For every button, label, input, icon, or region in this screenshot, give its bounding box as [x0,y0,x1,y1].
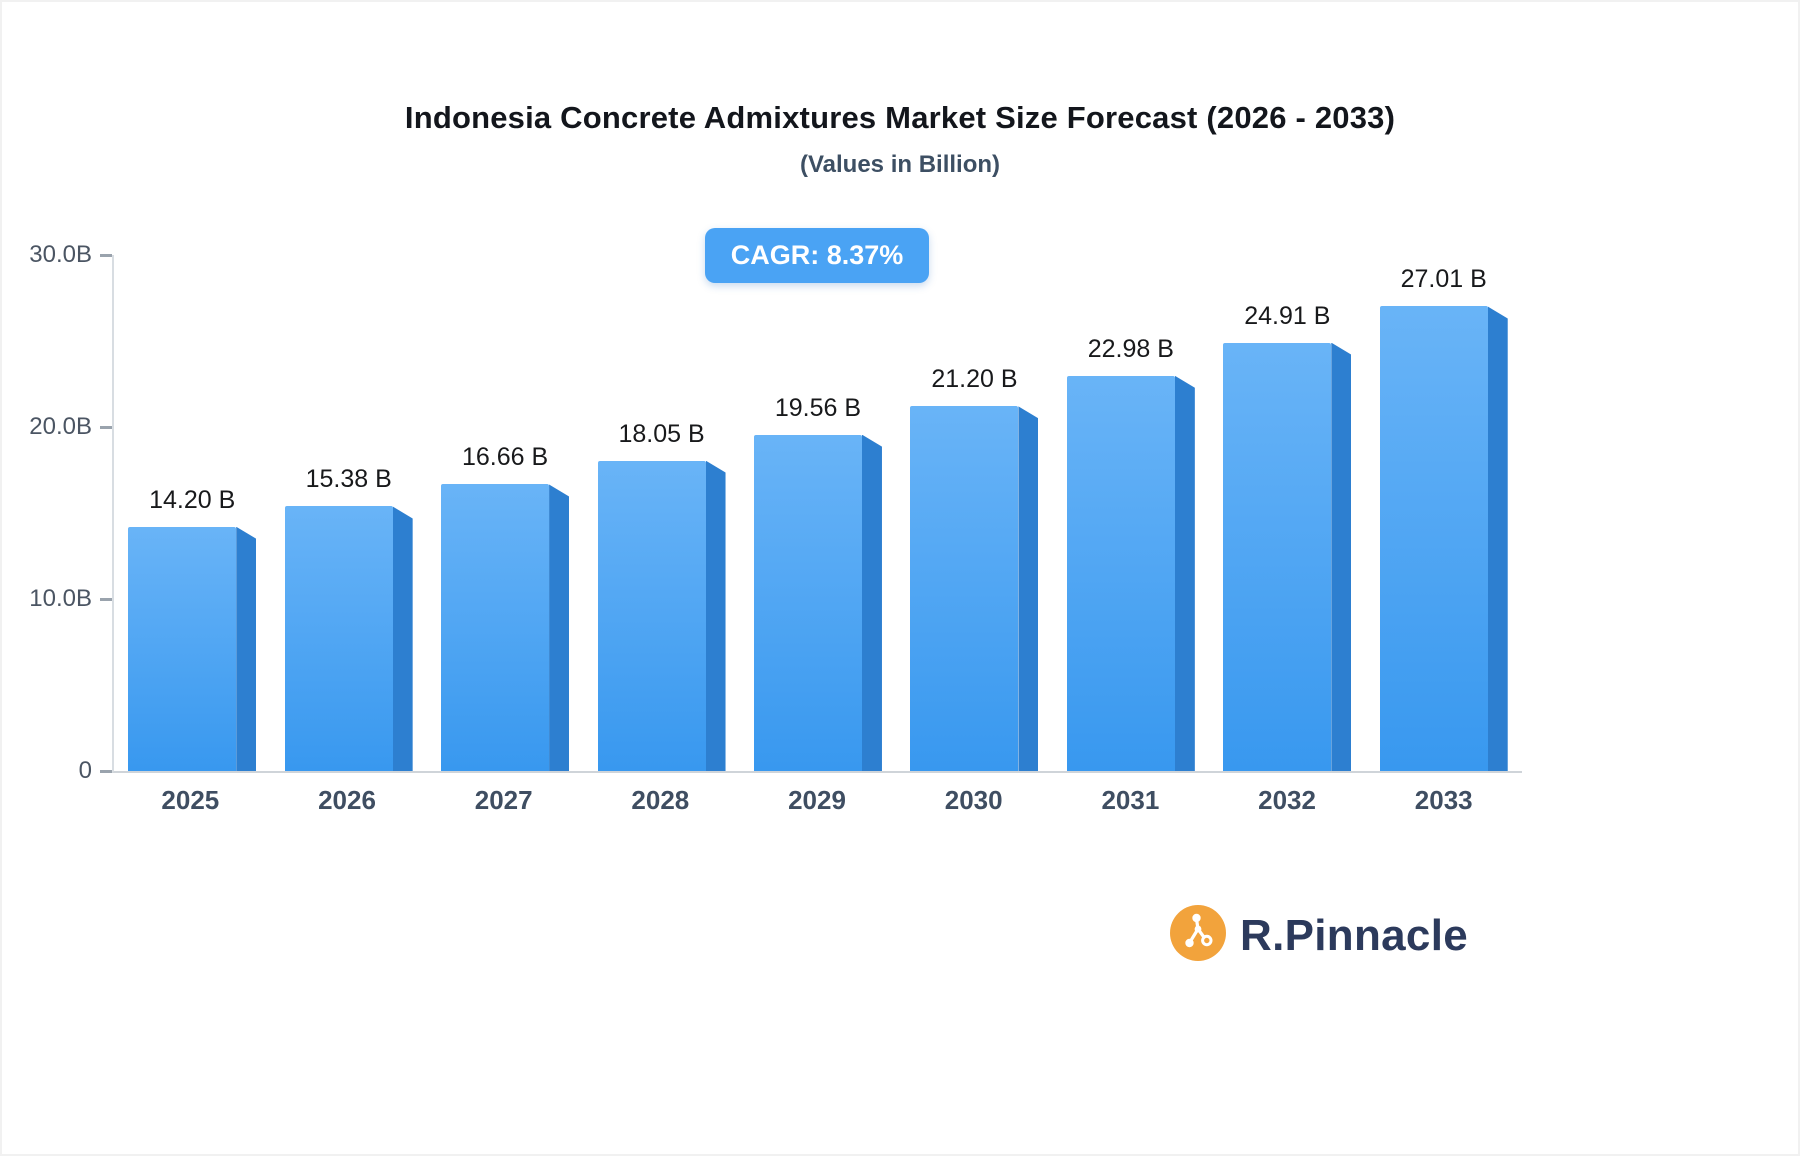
bar-slot: 18.05 B [583,255,739,771]
x-axis-label: 2026 [318,785,376,815]
bar-value-label: 24.91 B [1244,301,1331,330]
bar-slot: 22.98 B [1053,255,1209,771]
cagr-badge: CAGR: 8.37% [704,228,930,283]
x-axis-label: 2033 [1414,785,1473,815]
bar-front-face [284,506,393,771]
bar-front-face [441,484,550,771]
bar-slot: 27.01 B [1366,255,1522,771]
bar [910,406,1039,771]
page-title: Indonesia Concrete Admixtures Market Siz… [404,100,1396,135]
bar-side-face [1487,306,1508,771]
bar-value-label: 27.01 B [1400,265,1487,294]
page-subtitle: (Values in Billion) [799,151,1001,178]
bar-front-face [1223,342,1332,771]
bar-front-face [1066,375,1175,771]
bar [753,434,882,771]
x-axis: 2025 2026 2027 2028 2029 2030 2031 2032 2033 [112,785,1522,816]
bar-slot: 19.56 B [740,255,896,771]
bar [1066,375,1195,771]
bar-value-label: 16.66 B [462,443,549,472]
bar-side-face [236,526,257,771]
bar-side-face [549,484,570,771]
brand-logo-icon [1170,905,1227,966]
y-axis-tick-label: 20.0B [29,413,92,440]
bar-front-face [910,406,1019,771]
y-axis-tick-mark [100,769,112,773]
brand-name: R.Pinnacle [1240,910,1468,960]
bar-front-face [128,526,237,771]
x-axis-label: 2031 [1101,785,1160,815]
bar [284,506,413,771]
badge-row: CAGR: 8.37% [112,228,1522,283]
bar [128,526,257,771]
x-axis-label: 2027 [474,785,533,815]
bar-side-face [1174,375,1195,771]
y-axis-tick-mark [100,597,112,601]
bar-front-face [1379,306,1488,771]
x-axis-label: 2028 [631,785,690,815]
bar [1223,342,1352,771]
bar [1379,306,1508,771]
bar-front-face [753,434,862,771]
y-axis-tick-label: 30.0B [29,241,92,268]
x-axis-label: 2030 [944,785,1003,815]
bar-slot: 21.20 B [896,255,1052,771]
bar-value-label: 15.38 B [305,465,392,494]
bar-value-label: 18.05 B [618,419,705,448]
x-axis-label: 2032 [1258,785,1316,815]
bar-slot: 16.66 B [427,255,583,771]
bar-side-face [1018,406,1039,771]
bar-side-face [861,434,882,771]
x-axis-label: 2025 [161,785,220,815]
bar [597,460,726,771]
bar-value-label: 22.98 B [1087,334,1174,363]
bar-slot: 14.20 B [114,255,270,771]
bar-value-label: 14.20 B [149,485,236,514]
bar-front-face [597,460,706,771]
bar-side-face [1331,342,1352,771]
bar-slot: 15.38 B [270,255,426,771]
y-axis-tick-label: 10.0B [29,585,92,612]
y-axis-tick-label: 0 [78,757,92,784]
bar-side-face [705,460,726,771]
brand-logo: R.Pinnacle [1170,905,1468,966]
y-axis-tick-mark [100,425,112,429]
bar-value-label: 19.56 B [774,393,862,422]
x-axis-label: 2029 [788,785,846,815]
bar-side-face [392,506,413,771]
bar-value-label: 21.20 B [931,365,1018,394]
bar [441,484,570,771]
bar-slot: 24.91 B [1209,255,1365,771]
plot-area: 0 10.0B 20.0B 30.0B 14.20 B 15.38 B 16.66 B 18… [29,241,1522,784]
y-axis-tick-mark [100,253,112,257]
